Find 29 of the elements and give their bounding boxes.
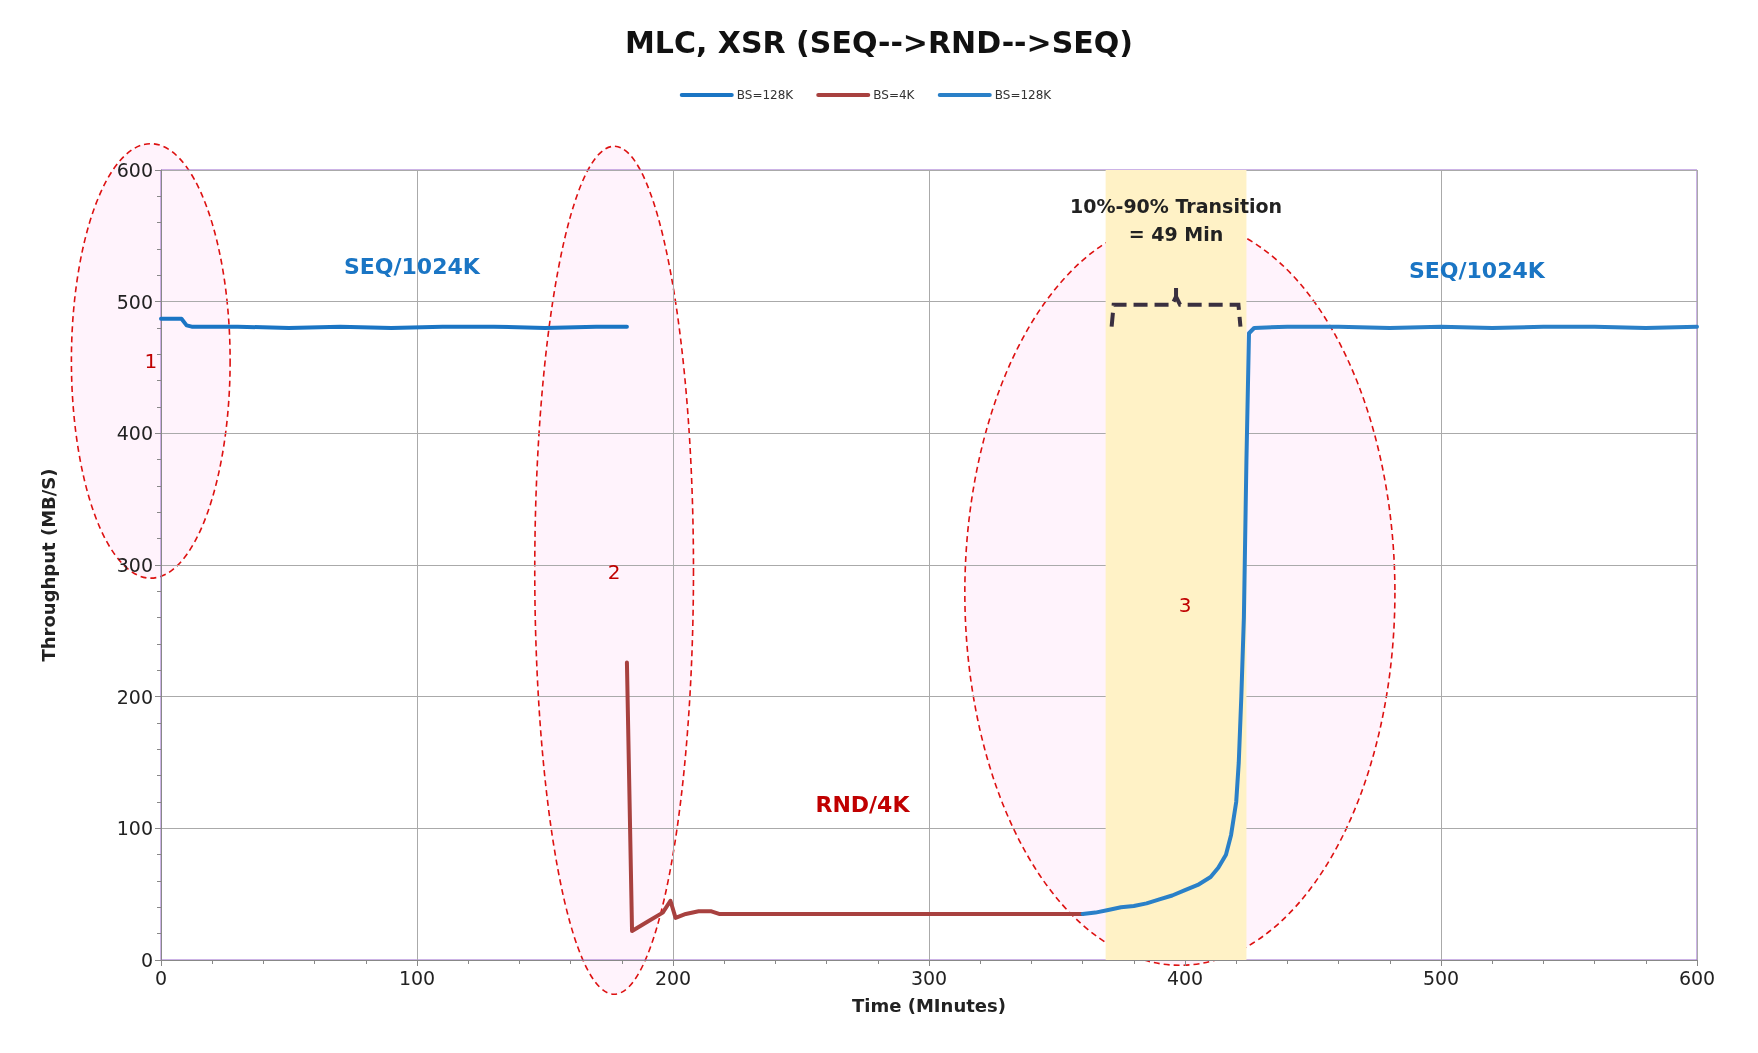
annotation: 3 bbox=[1178, 592, 1192, 617]
x-tick-label: 500 bbox=[1422, 966, 1460, 989]
x-axis-title: Time (MInutes) bbox=[852, 994, 1006, 1016]
y-tick-label: 600 bbox=[116, 159, 153, 181]
text: 1 bbox=[144, 348, 158, 373]
legend-label: BS=4K bbox=[873, 88, 916, 102]
band-label: 10%-90% Transition = 49 Min bbox=[1070, 195, 1283, 245]
annotation: SEQ/1024K bbox=[343, 253, 481, 279]
annotation: SEQ/1024K bbox=[1408, 257, 1546, 283]
x-tick-label: 600 bbox=[1678, 966, 1716, 989]
line-series bbox=[159, 316, 629, 330]
annotation: 2 bbox=[607, 559, 621, 584]
x-tick-label: 400 bbox=[1166, 966, 1204, 989]
y-tick-label: 500 bbox=[116, 290, 153, 313]
legend-label: BS=128K bbox=[736, 88, 795, 102]
y-tick-label: 400 bbox=[116, 422, 153, 445]
chart-title: MLC, XSR (SEQ-->RND-->SEQ) bbox=[624, 24, 1134, 60]
x-tick-label: 0 bbox=[154, 966, 168, 989]
x-tick-label: 100 bbox=[398, 966, 436, 989]
y-tick-label: 300 bbox=[116, 554, 153, 576]
x-tick-label: 200 bbox=[654, 966, 692, 989]
x-tick-label: 300 bbox=[910, 966, 948, 989]
legend-label: BS=128K bbox=[994, 88, 1053, 102]
y-tick-label: 100 bbox=[116, 817, 153, 840]
y-tick-label: 0 bbox=[140, 949, 153, 971]
y-tick-label: 200 bbox=[116, 685, 153, 708]
annotation: RND/4K bbox=[815, 792, 911, 818]
y-axis-title: Throughput (MB/S) bbox=[37, 468, 59, 662]
line-series bbox=[1080, 324, 1699, 916]
